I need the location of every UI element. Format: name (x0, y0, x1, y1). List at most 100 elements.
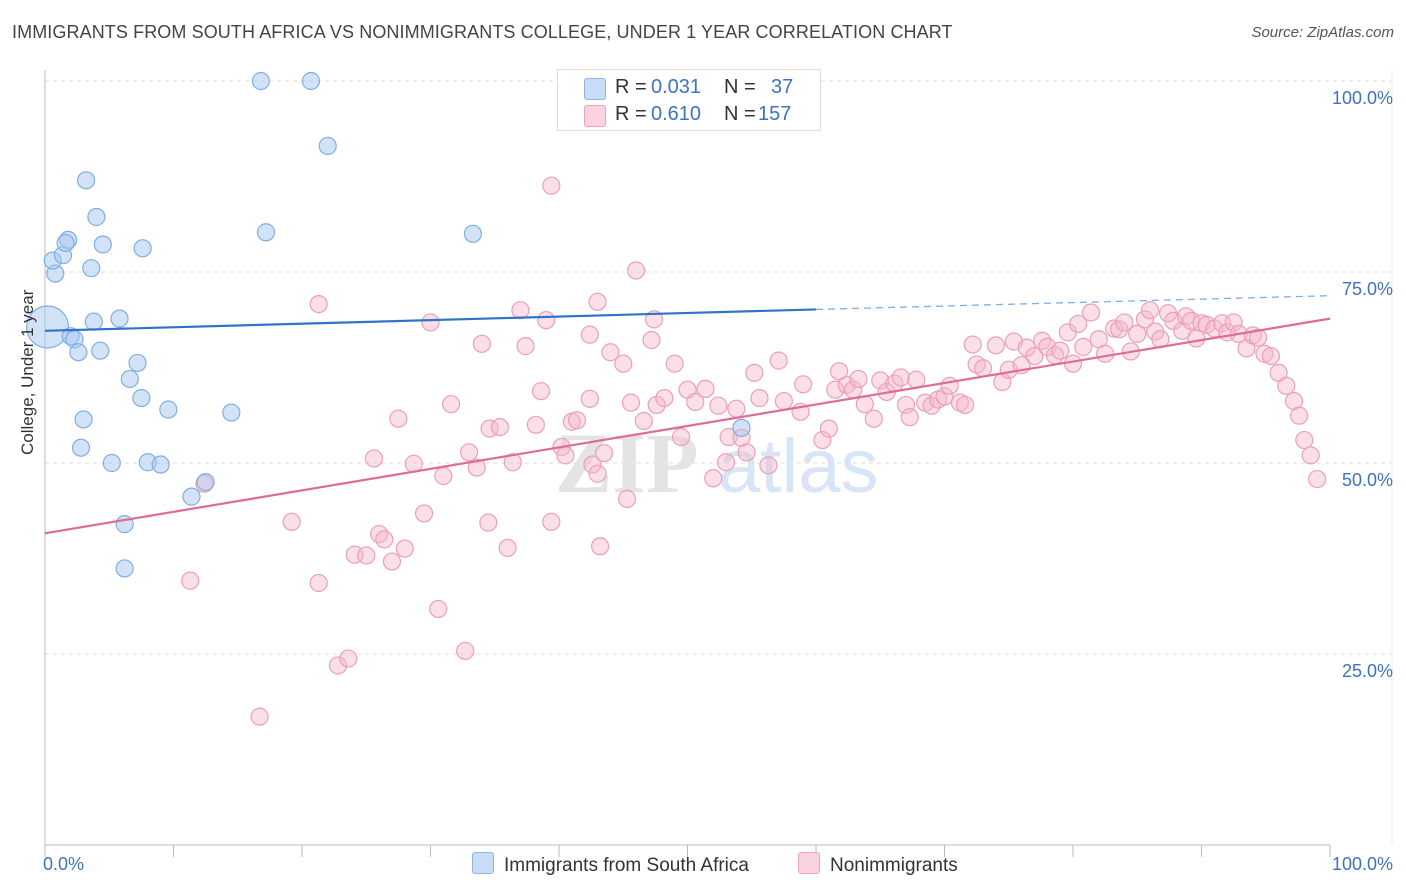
watermark-atlas: atlas (718, 424, 879, 509)
immigrant-point (110, 309, 129, 328)
nonimmigrant-point (429, 599, 448, 619)
nonimmigrant-point (181, 571, 200, 590)
nonimmigrant-point (1308, 469, 1327, 489)
immigrant-point (251, 71, 270, 91)
immigrant-trend-extension (815, 295, 1331, 311)
nonimmigrant-point (1261, 346, 1280, 366)
nonimmigrant-point (601, 343, 620, 362)
nonimmigrant-point (1063, 354, 1083, 373)
nonimmigrant-point (498, 538, 517, 557)
blue-swatch (584, 78, 606, 100)
nonimmigrant-point (709, 396, 728, 415)
nonimmigrant-point (704, 469, 723, 488)
legend-r-value-blue: 0.031 (651, 76, 702, 98)
nonimmigrant-point (1051, 341, 1070, 360)
immigrant-point (732, 418, 751, 437)
immigrant-point (69, 343, 88, 362)
nonimmigrant-point (655, 388, 674, 408)
immigrant-point (256, 223, 276, 242)
y-tick-label: 100.0% (1332, 88, 1393, 108)
nonimmigrant-point (503, 453, 522, 472)
correlation-legend: R = 0.031 N = 37 R = 0.610 N = 157 (557, 69, 821, 131)
chart-title: IMMIGRANTS FROM SOUTH AFRICA VS NONIMMIG… (12, 22, 953, 42)
immigrant-point (301, 71, 321, 91)
nonimmigrant-point (328, 656, 348, 675)
nonimmigrant-point (580, 389, 599, 408)
nonimmigrant-point (642, 330, 661, 350)
nonimmigrant-point (370, 524, 389, 544)
nonimmigrant-point (963, 335, 982, 354)
nonimmigrant-point (1301, 446, 1320, 465)
nonimmigrant-point (389, 409, 408, 428)
nonimmigrants-swatch (798, 852, 820, 874)
nonimmigrant-point (618, 489, 637, 509)
nonimmigrant-point (357, 546, 376, 565)
nonimmigrant-point (395, 539, 414, 558)
nonimmigrant-point (774, 392, 793, 411)
nonimmigrant-point (580, 325, 599, 344)
legend-n-value-pink: 157 (758, 103, 792, 125)
immigrant-point (71, 438, 91, 457)
nonimmigrant-point (986, 336, 1006, 355)
nonimmigrant-point (588, 464, 607, 483)
nonimmigrant-point (940, 376, 959, 395)
nonimmigrant-point (626, 261, 646, 280)
immigrant-trend-line (44, 308, 817, 332)
nonimmigrant-point (434, 466, 453, 486)
legend-r-label-blue: R = (615, 76, 647, 98)
nonimmigrant-point (583, 455, 602, 474)
nonimmigrant-point (467, 458, 486, 477)
nonimmigrant-point (542, 512, 561, 531)
nonimmigrant-point (282, 512, 301, 531)
nonimmigrant-point (516, 337, 535, 356)
nonimmigrant-point (511, 301, 530, 320)
immigrant-point (102, 453, 121, 473)
nonimmigrant-point (716, 453, 736, 472)
legend-item-immigrants: Immigrants from South Africa (472, 852, 749, 877)
immigrant-point (56, 233, 75, 253)
nonimmigrant-point (647, 395, 666, 415)
nonimmigrant-point (1248, 328, 1268, 347)
nonimmigrant-point (826, 380, 845, 399)
nonimmigrant-point (621, 393, 641, 412)
nonimmigrant-point (1081, 303, 1101, 322)
nonimmigrant-point (935, 387, 954, 406)
nonimmigrant-point (973, 359, 993, 378)
nonimmigrant-point (737, 443, 756, 462)
nonimmigrant-point (849, 369, 868, 389)
nonimmigrant-point (472, 334, 491, 353)
immigrant-point (87, 207, 106, 227)
immigrant-point (222, 403, 241, 422)
pink-swatch (584, 105, 606, 127)
x-tick-label-start: 0.0% (43, 854, 84, 874)
nonimmigrant-point (665, 354, 684, 373)
nonimmigrant-point (830, 362, 849, 381)
nonimmigrant-point (414, 504, 434, 523)
nonimmigrant-point (531, 382, 551, 401)
nonimmigrant-point (309, 573, 328, 593)
immigrant-point (128, 353, 147, 373)
legend-label-immigrants: Immigrants from South Africa (504, 855, 749, 876)
immigrants-swatch (472, 852, 494, 874)
nonimmigrant-point (364, 449, 384, 468)
nonimmigrant-point (819, 419, 838, 438)
nonimmigrant-point (594, 443, 614, 463)
immigrant-point (91, 341, 110, 360)
nonimmigrant-point (759, 456, 778, 475)
immigrant-point (151, 455, 170, 474)
nonimmigrant-point (891, 368, 910, 387)
nonimmigrant-point (745, 363, 764, 382)
nonimmigrant-point (1115, 313, 1134, 332)
nonimmigrant-point (955, 395, 975, 415)
immigrant-point (77, 171, 96, 190)
nonimmigrant-point (339, 649, 358, 668)
nonimmigrant-point (696, 379, 715, 398)
legend-n-value-blue: 37 (771, 76, 794, 98)
immigrant-point (463, 224, 483, 243)
legend-label-nonimmigrants: Nonimmigrants (830, 855, 958, 876)
nonimmigrant-point (556, 446, 575, 465)
immigrant-point (159, 400, 178, 419)
legend-r-label-pink: R = (615, 103, 647, 125)
nonimmigrant-point (1173, 321, 1192, 340)
